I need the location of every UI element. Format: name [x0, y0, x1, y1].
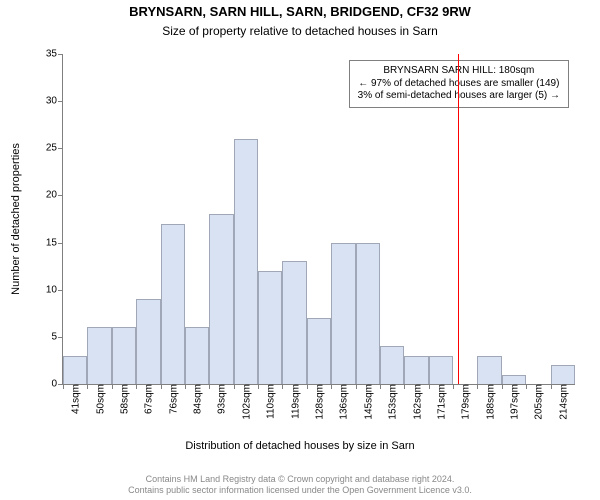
y-tick-label: 30	[46, 96, 63, 107]
y-tick-label: 25	[46, 143, 63, 154]
x-tick-mark	[63, 384, 64, 389]
y-tick-label: 5	[51, 331, 63, 342]
histogram-bar	[185, 327, 209, 384]
histogram-bar	[136, 299, 160, 384]
x-tick-label: 153sqm	[386, 384, 399, 420]
histogram-bar	[404, 356, 428, 384]
x-tick-label: 93sqm	[215, 384, 228, 414]
y-tick-label: 15	[46, 237, 63, 248]
y-tick-label: 10	[46, 284, 63, 295]
x-axis-label: Distribution of detached houses by size …	[0, 440, 600, 452]
histogram-bar	[307, 318, 331, 384]
x-tick-label: 58sqm	[117, 384, 130, 414]
x-tick-mark	[258, 384, 259, 389]
x-tick-label: 67sqm	[142, 384, 155, 414]
histogram-bar	[209, 214, 233, 384]
histogram-bar	[356, 243, 380, 384]
x-tick-label: 110sqm	[264, 384, 277, 419]
x-tick-label: 119sqm	[288, 384, 301, 419]
x-tick-mark	[551, 384, 552, 389]
x-tick-label: 188sqm	[483, 384, 496, 420]
x-tick-label: 41sqm	[69, 384, 82, 414]
chart-subtitle: Size of property relative to detached ho…	[0, 24, 600, 38]
x-tick-mark	[404, 384, 405, 389]
property-size-chart: BRYNSARN, SARN HILL, SARN, BRIDGEND, CF3…	[0, 0, 600, 500]
x-tick-label: 136sqm	[337, 384, 350, 420]
x-tick-mark	[282, 384, 283, 389]
histogram-bar	[380, 346, 404, 384]
x-tick-mark	[380, 384, 381, 389]
x-tick-label: 128sqm	[313, 384, 326, 420]
histogram-bar	[112, 327, 136, 384]
y-tick-label: 0	[51, 379, 63, 390]
x-tick-label: 214sqm	[556, 384, 569, 420]
histogram-bar	[63, 356, 87, 384]
chart-title: BRYNSARN, SARN HILL, SARN, BRIDGEND, CF3…	[0, 4, 600, 19]
histogram-bar	[258, 271, 282, 384]
y-tick-label: 20	[46, 190, 63, 201]
x-tick-mark	[234, 384, 235, 389]
footer-attribution: Contains HM Land Registry data © Crown c…	[0, 474, 600, 497]
x-tick-label: 205sqm	[532, 384, 545, 420]
y-axis-label: Number of detached properties	[10, 143, 22, 295]
x-tick-label: 162sqm	[410, 384, 423, 420]
x-tick-mark	[356, 384, 357, 389]
x-tick-label: 179sqm	[459, 384, 472, 420]
x-tick-mark	[307, 384, 308, 389]
footer-line-2: Contains public sector information licen…	[0, 485, 600, 496]
histogram-bar	[429, 356, 453, 384]
histogram-bar	[234, 139, 258, 384]
x-tick-label: 145sqm	[361, 384, 374, 420]
x-tick-mark	[502, 384, 503, 389]
histogram-bar	[477, 356, 501, 384]
x-tick-mark	[209, 384, 210, 389]
x-tick-mark	[112, 384, 113, 389]
x-tick-label: 76sqm	[166, 384, 179, 414]
plot-area: BRYNSARN SARN HILL: 180sqm ← 97% of deta…	[62, 54, 575, 385]
x-tick-mark	[453, 384, 454, 389]
histogram-bar	[331, 243, 355, 384]
x-tick-mark	[161, 384, 162, 389]
x-tick-mark	[87, 384, 88, 389]
x-tick-label: 197sqm	[508, 384, 521, 420]
x-tick-label: 171sqm	[434, 384, 447, 420]
histogram-bar	[282, 261, 306, 384]
histogram-bar	[551, 365, 575, 384]
x-tick-mark	[526, 384, 527, 389]
x-tick-label: 84sqm	[191, 384, 204, 414]
y-tick-label: 35	[46, 49, 63, 60]
histogram-bar	[87, 327, 111, 384]
histogram-bar	[161, 224, 185, 384]
x-tick-label: 50sqm	[93, 384, 106, 414]
histogram-bar	[502, 375, 526, 384]
x-tick-mark	[429, 384, 430, 389]
property-marker-line	[458, 54, 460, 384]
x-tick-mark	[185, 384, 186, 389]
x-tick-label: 102sqm	[239, 384, 252, 420]
footer-line-1: Contains HM Land Registry data © Crown c…	[0, 474, 600, 485]
x-tick-mark	[136, 384, 137, 389]
x-tick-mark	[331, 384, 332, 389]
x-tick-mark	[477, 384, 478, 389]
